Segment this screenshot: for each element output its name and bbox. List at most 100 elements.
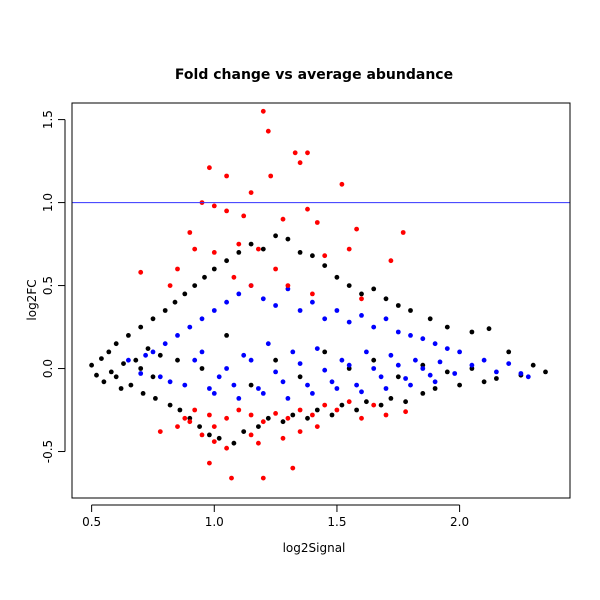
data-point: [187, 324, 193, 330]
x-axis: 0.5 1.0 1.5 2.0: [82, 504, 469, 529]
data-point: [207, 412, 212, 418]
data-point: [314, 407, 320, 413]
data-point: [371, 324, 377, 330]
data-point: [133, 357, 139, 363]
data-point: [224, 366, 230, 371]
data-point: [260, 475, 266, 481]
data-point: [138, 324, 144, 330]
data-point: [427, 372, 433, 378]
data-point: [481, 379, 487, 385]
data-point: [224, 415, 230, 421]
data-point: [175, 357, 180, 363]
data-point: [157, 352, 163, 358]
data-point: [280, 216, 286, 222]
x-tick-label: 1.5: [327, 515, 346, 529]
data-point: [260, 419, 266, 425]
data-point: [248, 190, 254, 196]
data-point: [256, 386, 261, 391]
data-point: [157, 374, 163, 380]
data-point: [297, 407, 303, 413]
data-point: [371, 402, 377, 408]
data-point: [265, 341, 271, 347]
data-point: [216, 435, 222, 441]
data-point: [187, 415, 193, 421]
data-point: [486, 326, 492, 332]
data-point: [175, 266, 180, 272]
data-point: [162, 308, 168, 313]
data-point: [292, 150, 298, 156]
data-point: [310, 291, 315, 297]
data-point: [167, 402, 173, 408]
data-point: [94, 372, 99, 378]
data-point: [400, 230, 406, 235]
data-point: [371, 366, 377, 371]
data-point: [89, 362, 94, 368]
data-point: [297, 308, 303, 313]
data-point: [236, 396, 242, 401]
data-point: [339, 402, 345, 408]
data-point: [211, 203, 217, 209]
data-point: [199, 349, 205, 355]
data-point: [128, 382, 134, 388]
data-point: [211, 266, 217, 272]
data-point: [457, 349, 462, 355]
data-point: [268, 173, 274, 179]
data-point: [334, 407, 340, 413]
data-point: [199, 432, 205, 438]
data-point: [192, 283, 198, 288]
data-point: [236, 291, 242, 297]
data-point: [273, 303, 278, 308]
data-point: [371, 357, 377, 363]
x-tick-label: 1.0: [205, 515, 224, 529]
data-point: [248, 357, 254, 363]
data-point: [297, 250, 303, 255]
data-point: [395, 303, 401, 308]
data-point: [444, 324, 450, 330]
data-point: [192, 246, 198, 252]
data-point: [248, 241, 254, 247]
data-point: [101, 379, 107, 385]
data-point: [469, 366, 475, 371]
data-point: [403, 399, 408, 405]
data-point: [452, 371, 458, 376]
data-point: [192, 407, 198, 413]
data-point: [403, 376, 408, 381]
data-point: [322, 316, 328, 322]
data-point: [125, 333, 131, 338]
data-point: [395, 329, 401, 335]
data-point: [322, 253, 328, 259]
data-point: [99, 356, 104, 361]
data-point: [143, 352, 149, 358]
data-point: [310, 412, 315, 418]
data-point: [260, 246, 266, 252]
data-point: [305, 206, 310, 212]
data-point: [285, 415, 291, 421]
data-point: [297, 374, 303, 380]
data-point: [469, 329, 475, 335]
data-point: [177, 407, 183, 413]
points-layer: [89, 108, 548, 481]
data-point: [224, 299, 230, 305]
data-point: [383, 386, 389, 391]
data-point: [413, 357, 418, 363]
y-tick-label: 0.5: [41, 276, 55, 295]
y-axis: -0.5 0.0 0.5 1.0 1.5: [41, 110, 66, 463]
y-tick-label: 1.0: [41, 193, 55, 212]
data-point: [138, 371, 144, 376]
data-point: [241, 429, 247, 434]
data-point: [339, 357, 345, 363]
y-tick-label: 1.5: [41, 110, 55, 129]
data-point: [113, 374, 119, 380]
data-point: [285, 396, 291, 401]
data-point: [248, 382, 254, 388]
data-point: [207, 386, 212, 391]
data-point: [229, 475, 234, 481]
data-point: [273, 266, 278, 272]
data-point: [310, 391, 315, 396]
data-point: [207, 165, 212, 171]
data-point: [408, 308, 413, 313]
data-point: [506, 361, 512, 366]
data-point: [408, 382, 413, 388]
data-point: [260, 108, 266, 114]
data-point: [388, 258, 394, 264]
